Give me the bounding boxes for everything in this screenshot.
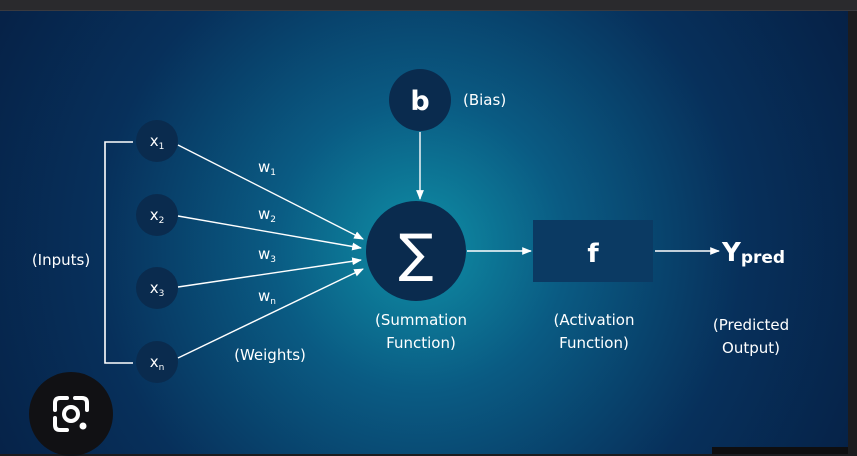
- google-lens-button[interactable]: [29, 372, 113, 456]
- weight-label-1: w1: [258, 158, 276, 178]
- bias-label: (Bias): [463, 91, 506, 109]
- input-node-2: x2: [136, 194, 178, 236]
- summation-node: ∑: [366, 201, 466, 301]
- weight-line-1: [177, 144, 364, 240]
- weight-line-n: [177, 268, 364, 359]
- input-node-1: x1: [136, 120, 178, 162]
- inputs-bracket: [104, 141, 133, 364]
- bias-symbol: b: [410, 86, 429, 117]
- bias-node: b: [389, 69, 451, 131]
- output-caption-line2: Output): [722, 339, 780, 357]
- input-label-1: x1: [150, 132, 165, 152]
- input-node-3: x3: [136, 267, 178, 309]
- google-lens-icon: [53, 396, 89, 432]
- input-label-3: x3: [150, 279, 165, 299]
- bottom-strip: [712, 447, 848, 454]
- summation-label-line2: Function): [386, 334, 456, 352]
- weight-label-n: wn: [258, 287, 276, 307]
- input-label-n: xn: [150, 353, 165, 373]
- perceptron-diagram: (Inputs) x1 x2 x3 xn w1 w2 w3 wn (Weight…: [0, 11, 848, 454]
- activation-label-line1: (Activation: [554, 311, 635, 329]
- top-bar: [0, 0, 857, 11]
- weight-label-2: w2: [258, 205, 276, 225]
- weight-line-3: [177, 257, 362, 288]
- scrollbar-track[interactable]: [848, 11, 857, 454]
- summation-label-line1: (Summation: [375, 311, 467, 329]
- output-caption-line1: (Predicted: [713, 316, 789, 334]
- weight-label-3: w3: [258, 245, 276, 265]
- weight-line-2: [177, 215, 362, 251]
- activation-label-line2: Function): [559, 334, 629, 352]
- weights-label: (Weights): [234, 346, 306, 364]
- activation-symbol: f: [587, 239, 599, 269]
- output-label: Ypred: [721, 238, 785, 268]
- input-label-2: x2: [150, 206, 165, 226]
- inputs-label: (Inputs): [32, 251, 90, 269]
- activation-box: f: [533, 220, 653, 282]
- input-node-n: xn: [136, 341, 178, 383]
- summation-symbol: ∑: [398, 224, 433, 284]
